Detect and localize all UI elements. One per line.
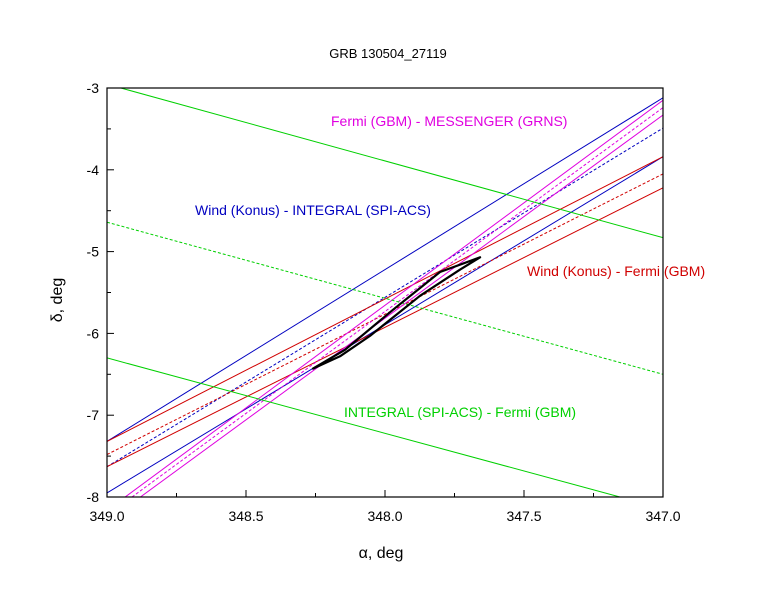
x-tick-label: 348.5 — [228, 508, 263, 524]
series-line-8 — [140, 114, 663, 497]
series-line-4 — [107, 173, 663, 455]
y-tick-label: -5 — [87, 244, 100, 260]
series-line-11 — [107, 357, 621, 497]
series-line-7 — [131, 107, 663, 497]
series-line-12 — [311, 256, 482, 370]
y-tick-label: -7 — [87, 407, 100, 423]
series-line-10 — [107, 221, 663, 375]
x-tick-label: 348.0 — [367, 508, 402, 524]
x-tick-label: 347.5 — [506, 508, 541, 524]
series-line-3 — [107, 156, 663, 442]
series-line-0 — [107, 97, 663, 442]
chart-title: GRB 130504_27119 — [329, 46, 447, 61]
series-line-5 — [107, 187, 663, 468]
annotation-wind-integral: Wind (Konus) - INTEGRAL (SPI-ACS) — [195, 202, 431, 218]
y-tick-label: -8 — [87, 489, 100, 505]
x-tick-label: 347.0 — [645, 508, 680, 524]
y-tick-label: -6 — [87, 325, 100, 341]
annotation-fermi-messenger: Fermi (GBM) - MESSENGER (GRNS) — [331, 113, 567, 129]
series-line-1 — [107, 127, 663, 468]
x-tick-label: 349.0 — [89, 508, 124, 524]
series-line-6 — [124, 99, 663, 497]
y-tick-label: -3 — [87, 80, 100, 96]
y-axis-label: δ, deg — [49, 278, 66, 323]
series-layer — [107, 88, 663, 497]
annotation-wind-fermi: Wind (Konus) - Fermi (GBM) — [527, 263, 705, 279]
x-axis-label: α, deg — [359, 545, 404, 562]
ticks-layer: 349.0 348.5 348.0 347.5 347.0 -3 -4 -5 -6 -7 -8 — [87, 80, 681, 524]
annotation-integral-fermi: INTEGRAL (SPI-ACS) - Fermi (GBM) — [344, 404, 576, 420]
series-line-9 — [120, 88, 663, 239]
y-tick-label: -4 — [87, 162, 100, 178]
